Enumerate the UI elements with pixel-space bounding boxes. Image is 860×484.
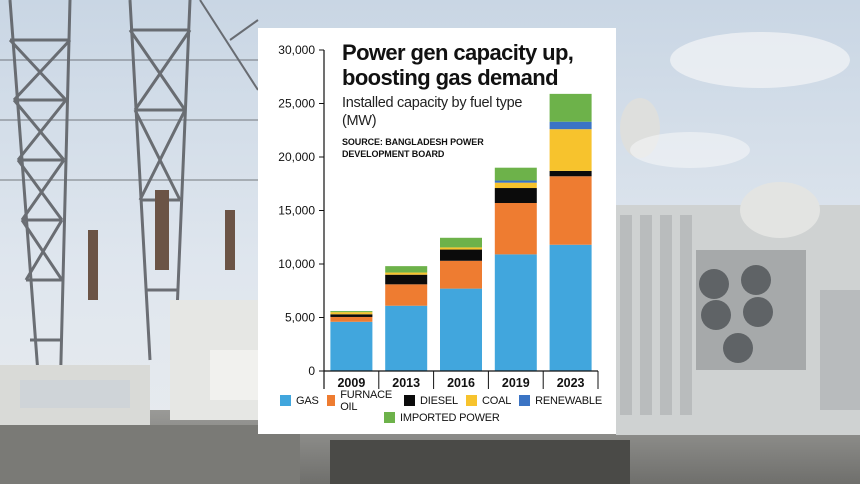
- bar-segment-gas-2009: [330, 321, 373, 371]
- bar-segment-gas-2016: [440, 288, 482, 371]
- y-tick-labels: 0 5,000 10,000 15,000 20,000 25,000 30,000: [278, 43, 315, 378]
- bar-segment-diesel-2019: [494, 188, 537, 204]
- bar-segment-coal-2009: [330, 312, 373, 315]
- legend-swatch-imported-power: [384, 412, 395, 423]
- x-tick-label: 2016: [447, 376, 475, 390]
- y-tick-label: 30,000: [278, 43, 315, 57]
- legend-label-gas: GAS: [296, 394, 319, 407]
- x-tick-label: 2009: [337, 376, 365, 390]
- bar-segment-imported-power-2019: [494, 167, 537, 181]
- stacked-bar-chart: 0 5,000 10,000 15,000 20,000 25,000 30,000 200…: [278, 43, 599, 390]
- bar-segment-imported-power-2009: [330, 311, 373, 313]
- x-tick-label: 2013: [392, 376, 420, 390]
- x-tick-label: 2019: [502, 376, 530, 390]
- bar-segment-gas-2023: [549, 244, 592, 371]
- axes: [323, 50, 599, 389]
- bar-segment-diesel-2009: [330, 314, 373, 317]
- y-tick-label: 20,000: [278, 150, 315, 164]
- bar-segment-coal-2019: [494, 182, 537, 189]
- legend-swatch-renewable: [519, 395, 531, 406]
- y-tick-label: 10,000: [278, 257, 315, 271]
- legend-label-coal: COAL: [481, 394, 512, 407]
- x-tick-label: 2023: [557, 376, 585, 390]
- legend-item-coal: COAL: [465, 394, 512, 407]
- chart-legend: GAS FURNACE OIL DIESEL COAL RENEWABLE: [280, 389, 610, 426]
- bar-segment-diesel-2013: [385, 274, 428, 285]
- bar-segment-imported-power-2016: [440, 237, 482, 248]
- legend-swatch-gas: [280, 395, 291, 406]
- legend-label-imported-power: IMPORTED POWER: [400, 411, 500, 424]
- legend-swatch-coal: [465, 395, 477, 406]
- legend-label-diesel: DIESEL: [420, 394, 458, 407]
- bar-segment-coal-2023: [549, 129, 592, 171]
- legend-item-renewable: RENEWABLE: [519, 395, 602, 407]
- bar-segment-renewable-2023: [549, 121, 592, 130]
- y-tick-label: 0: [308, 364, 315, 378]
- legend-swatch-diesel: [404, 395, 416, 406]
- bar-segment-imported-power-2023: [549, 93, 592, 122]
- bar-segment-furnace-oil-2013: [385, 284, 428, 306]
- y-tick-label: 5,000: [285, 311, 315, 325]
- legend-label-furnace-oil: FURNACE OIL: [340, 388, 392, 413]
- bar-segment-renewable-2019: [494, 180, 537, 183]
- bar-segment-furnace-oil-2019: [494, 203, 537, 255]
- bar-segment-furnace-oil-2016: [440, 260, 482, 289]
- bar-segment-coal-2013: [385, 272, 428, 275]
- chart-title: Power gen capacity up, boosting gas dema…: [342, 40, 574, 90]
- bar-segment-gas-2013: [385, 305, 428, 371]
- bar-segment-furnace-oil-2009: [330, 316, 373, 322]
- gridlines: [319, 49, 324, 372]
- y-tick-label: 15,000: [278, 204, 315, 218]
- y-tick-label: 25,000: [278, 97, 315, 111]
- bar-segment-diesel-2016: [440, 249, 482, 261]
- legend-item-imported-power: IMPORTED POWER: [384, 412, 500, 424]
- bar-segment-coal-2016: [440, 247, 482, 250]
- chart-card: 0 5,000 10,000 15,000 20,000 25,000 30,000 200…: [258, 28, 616, 434]
- bar-segment-gas-2019: [494, 254, 537, 371]
- bar-segment-diesel-2023: [549, 170, 592, 177]
- legend-item-diesel: DIESEL: [404, 395, 458, 407]
- legend-item-furnace-oil: FURNACE OIL: [326, 388, 396, 413]
- legend-row-2: IMPORTED POWER: [280, 409, 610, 426]
- x-tick-labels: 2009 2013 2016 2019 2023: [337, 376, 584, 390]
- bar-segment-furnace-oil-2023: [549, 176, 592, 245]
- legend-item-gas: GAS: [280, 395, 319, 407]
- chart-source: SOURCE: BANGLADESH POWER DEVELOPMENT BOA…: [342, 137, 484, 159]
- bars: [330, 93, 592, 371]
- legend-swatch-furnace-oil: [326, 395, 336, 406]
- chart-subtitle: Installed capacity by fuel type (MW): [342, 95, 523, 129]
- legend-row-1: GAS FURNACE OIL DIESEL COAL RENEWABLE: [280, 389, 610, 413]
- bar-segment-imported-power-2013: [385, 266, 428, 273]
- legend-label-renewable: RENEWABLE: [535, 394, 602, 407]
